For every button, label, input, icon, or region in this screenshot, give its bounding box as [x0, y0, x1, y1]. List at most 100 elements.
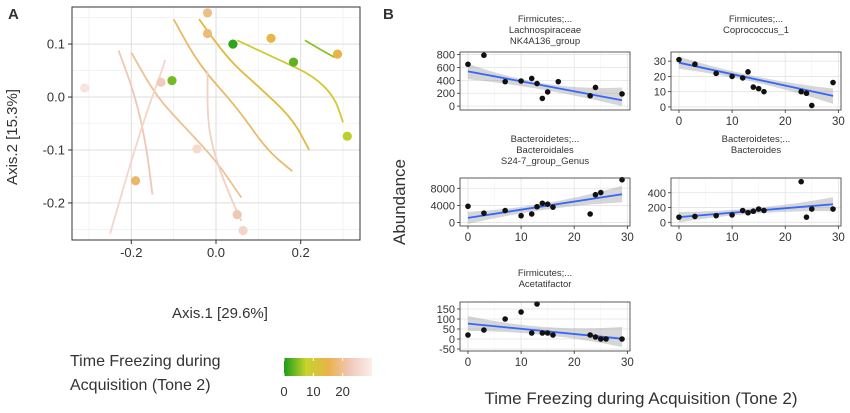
facet: Firmicutes;...LachnospiraceaeNK4A136_gro… [437, 14, 631, 113]
data-point [676, 214, 682, 220]
x-tick-label: 10 [726, 116, 739, 128]
ordination-point [192, 144, 202, 154]
x-tick-label: 30 [832, 116, 845, 128]
data-point [597, 336, 604, 342]
data-point [550, 332, 556, 338]
data-point [803, 90, 810, 97]
data-point [465, 332, 471, 338]
facet: Bacteroidetes;...BacteroidalesS24-7_grou… [431, 134, 634, 244]
data-point [755, 206, 762, 212]
facet-background [671, 178, 841, 226]
ordination-point [342, 131, 352, 141]
data-point [534, 80, 540, 87]
x-tick-label: -0.2 [120, 245, 142, 260]
data-point [798, 88, 804, 95]
data-point [528, 211, 535, 217]
facet-title: Bacteroides [731, 145, 781, 156]
panel-a-points [80, 8, 352, 236]
facet-title: NK4A136_group [510, 36, 580, 47]
legend-title-line1: Time Freezing during [70, 353, 221, 370]
facet-title: Bacteroidetes;... [511, 134, 580, 145]
x-tick-label: 20 [779, 232, 792, 244]
data-point [587, 211, 593, 217]
y-tick-label: 0 [660, 102, 666, 114]
ordination-point [156, 77, 166, 87]
data-point [534, 301, 540, 307]
y-tick-label: -50 [439, 344, 455, 356]
panel-b-ylabel: Abundance [390, 159, 409, 245]
data-point [830, 79, 836, 86]
data-point [808, 102, 815, 109]
y-tick-label: -0.2 [43, 195, 65, 210]
facet-title: S24-7_group_Genus [501, 156, 589, 167]
confidence-band [467, 63, 623, 107]
x-tick-label: 10 [515, 357, 528, 369]
regression-line [467, 193, 623, 219]
ordination-point [232, 209, 242, 220]
data-point [798, 178, 804, 185]
facet-title: Coprococcus_1 [723, 25, 789, 36]
data-point [592, 84, 599, 91]
data-point [750, 84, 757, 90]
data-point [539, 330, 546, 336]
facet-title: Bacteroidetes;... [722, 134, 791, 145]
y-tick-label: 0.0 [47, 90, 65, 105]
data-point [692, 61, 698, 68]
facet-background [460, 52, 630, 110]
ordination-point [202, 8, 213, 18]
x-tick-label: 0.0 [207, 245, 225, 260]
ordination-point [332, 49, 343, 59]
ordination-point [228, 39, 238, 49]
data-point [502, 316, 508, 322]
x-tick-label: 0 [676, 232, 682, 244]
facet-grid [460, 52, 630, 110]
contour-line [198, 18, 310, 151]
data-point [619, 336, 625, 342]
x-tick-label: 20 [568, 232, 581, 244]
data-point [761, 88, 767, 95]
data-point [676, 56, 682, 63]
x-tick-label: 0.2 [292, 245, 310, 260]
ordination-point [167, 76, 177, 86]
confidence-band [678, 56, 834, 104]
facet: Bacteroidetes;...Bacteroides 0 200 400 0 10 20… [648, 134, 845, 244]
panel-b-xlabel: Time Freezing during Acquisition (Tone 2… [484, 389, 797, 408]
y-tick-label: 800 [437, 50, 455, 62]
facet-grid [460, 302, 630, 351]
legend-colorbar [284, 358, 372, 376]
data-point [713, 70, 719, 77]
data-point [539, 95, 546, 102]
data-point [808, 206, 815, 212]
ordination-point [266, 33, 276, 43]
facet-title: Lachnospiraceae [509, 25, 581, 36]
data-point [597, 189, 604, 196]
legend-ticks: 0 10 20 [280, 358, 350, 399]
y-tick-label: 0 [449, 334, 455, 346]
data-point [745, 209, 751, 216]
data-point [729, 73, 735, 80]
panel-a-contours [109, 18, 344, 234]
facet-background [460, 178, 630, 226]
data-point [745, 69, 751, 75]
data-point [528, 75, 535, 82]
x-tick-label: 0 [465, 232, 471, 244]
data-point [830, 206, 836, 212]
panel-a-y-ticks: 0.1 0.0 -0.1 -0.2 [43, 37, 72, 210]
panel-a-xlabel: Axis.1 [29.6%] [172, 305, 268, 322]
data-point [692, 213, 698, 220]
data-point [481, 210, 487, 216]
data-point [550, 204, 556, 210]
facet-title: Firmicutes;... [729, 14, 783, 25]
facet-background [671, 52, 841, 110]
legend-tick-label: 0 [280, 384, 287, 399]
data-point [481, 52, 487, 59]
regression-line [467, 70, 623, 102]
x-tick-label: 30 [621, 232, 634, 244]
data-point [544, 89, 551, 95]
facet-title: Firmicutes;... [518, 14, 572, 25]
y-tick-label: 400 [648, 188, 666, 200]
data-point [729, 212, 735, 218]
x-tick-label: 0 [465, 357, 471, 369]
facet-frame [670, 51, 842, 111]
y-tick-label: 0.1 [47, 37, 65, 52]
